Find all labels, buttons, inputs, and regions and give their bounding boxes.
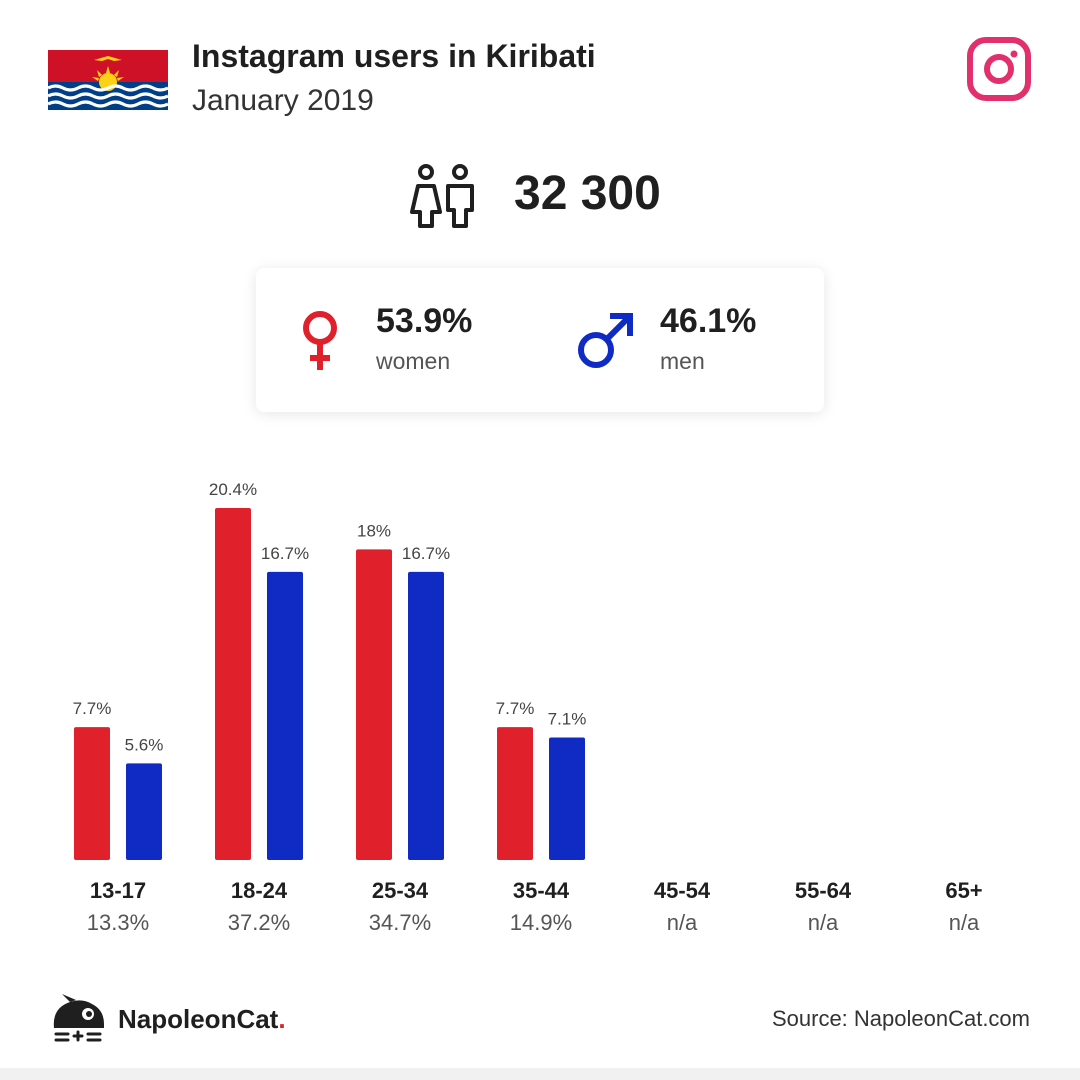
male-symbol-icon (578, 313, 633, 368)
age-group-label: 35-44 (512, 878, 570, 903)
source-credit: Source: NapoleonCat.com (771, 1006, 1030, 1031)
age-group-share: n/a (666, 910, 698, 935)
men-percent: 46.1% (660, 302, 757, 340)
bar-value-label: 7.1% (548, 709, 587, 728)
age-group-label: 13-17 (89, 878, 147, 903)
women-percent: 53.9% (376, 302, 473, 340)
brand-name-dot: . (278, 1004, 286, 1034)
gender-split-card: 53.9% women 46.1% men (256, 268, 824, 412)
napoleoncat-logo-icon (53, 994, 104, 1042)
bar-women-35-44 (497, 727, 533, 860)
total-users-value: 32 300 (514, 167, 661, 220)
bar-value-label: 16.7% (261, 544, 309, 563)
footer-strip (0, 1068, 1080, 1080)
men-label: men (660, 348, 705, 374)
female-symbol-icon (303, 311, 337, 370)
age-group-share: n/a (948, 910, 980, 935)
age-group-label: 55-64 (794, 878, 852, 903)
age-group-share: 34.7% (368, 910, 432, 935)
bar-men-25-34 (408, 571, 444, 860)
age-group-share: 13.3% (86, 910, 150, 935)
bar-value-label: 16.7% (402, 544, 450, 563)
brand-name: NapoleonCat. (118, 1004, 286, 1035)
kiribati-flag-icon (48, 50, 168, 110)
bar-men-18-24 (267, 571, 303, 860)
age-group-label: 45-54 (653, 878, 711, 903)
age-group-label: 25-34 (371, 878, 429, 903)
bar-value-label: 7.7% (73, 699, 112, 718)
bar-women-18-24 (215, 508, 251, 860)
bar-value-label: 20.4% (209, 480, 257, 499)
users-icon (410, 164, 474, 228)
age-group-share: 14.9% (509, 910, 573, 935)
brand-name-main: NapoleonCat (118, 1004, 279, 1034)
page-title: Instagram users in Kiribati (192, 38, 596, 74)
age-group-label: 18-24 (230, 878, 288, 903)
bar-value-label: 7.7% (496, 699, 535, 718)
age-group-share: 37.2% (227, 910, 291, 935)
bar-value-label: 5.6% (125, 735, 164, 754)
instagram-icon (967, 37, 1031, 101)
bar-men-13-17 (126, 763, 162, 860)
page-subtitle: January 2019 (192, 84, 374, 117)
bar-women-25-34 (356, 549, 392, 860)
bar-value-label: 18% (357, 521, 391, 540)
age-gender-bar-chart: 7.7% 5.6% 20.4% 16.7% 18% 16.7% 7.7% 7.1% (73, 480, 587, 860)
bar-women-13-17 (74, 727, 110, 860)
age-group-label: 65+ (945, 878, 983, 903)
bar-men-35-44 (549, 737, 585, 860)
women-label: women (376, 348, 451, 374)
age-group-share: n/a (807, 910, 839, 935)
